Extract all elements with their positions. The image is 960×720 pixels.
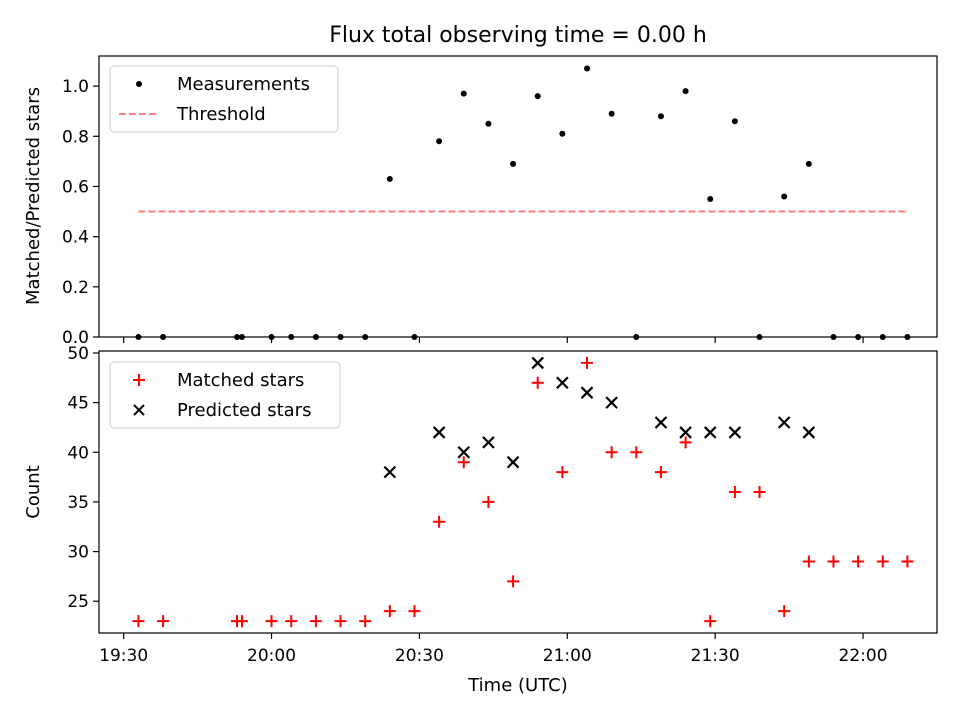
predicted-star-point bbox=[482, 436, 495, 449]
matched-star-point bbox=[778, 605, 791, 618]
top-y-tick-label: 0.0 bbox=[62, 328, 89, 348]
matched-star-point bbox=[235, 615, 248, 628]
matched-star-point bbox=[531, 376, 544, 389]
predicted-star-point bbox=[605, 396, 618, 409]
measurement-point bbox=[682, 88, 689, 95]
predicted-star-point bbox=[556, 376, 569, 390]
measurement-point bbox=[559, 130, 566, 137]
matched-star-point bbox=[334, 615, 347, 628]
top-plot-area: 0.0 0.2 0.4 0.6 0.8 1.0 bbox=[62, 55, 938, 348]
matched-star-point bbox=[876, 555, 889, 568]
predicted-star-point bbox=[580, 386, 594, 399]
bottom-legend-frame bbox=[109, 361, 341, 429]
measurement-point bbox=[657, 113, 664, 120]
bottom-y-tick-label: 35 bbox=[67, 493, 89, 513]
measurement-point bbox=[781, 193, 788, 200]
bottom-x-tick-label: 19:30 bbox=[99, 646, 148, 666]
bottom-x-axis-label: Time (UTC) bbox=[467, 675, 568, 696]
legend-matched-marker bbox=[133, 374, 145, 386]
bottom-x-tick-label: 21:00 bbox=[543, 646, 592, 666]
top-chart-title: Flux total observing time = 0.00 h bbox=[329, 23, 707, 48]
bottom-x-tick-label: 20:30 bbox=[395, 646, 444, 666]
bottom-y-axis-label: Count bbox=[23, 465, 44, 518]
predicted-star-point bbox=[679, 426, 692, 439]
measurement-point bbox=[608, 110, 615, 117]
predicted-star-point bbox=[531, 356, 544, 370]
matched-star-point bbox=[157, 615, 170, 628]
top-legend: Measurements Threshold bbox=[109, 65, 339, 133]
bottom-plot-area: 25 30 35 40 45 50 19:30 20:00 20:30 21:00 21:30 22:… bbox=[67, 344, 938, 666]
measurement-point bbox=[436, 138, 443, 145]
matched-star-point bbox=[457, 456, 470, 469]
matched-star-point bbox=[507, 575, 520, 588]
matched-star-point bbox=[827, 555, 840, 568]
matched-star-point bbox=[704, 615, 717, 628]
matched-star-point bbox=[265, 615, 278, 628]
measurement-point bbox=[460, 90, 467, 97]
measurement-point bbox=[485, 120, 492, 127]
measurement-point bbox=[805, 160, 812, 167]
predicted-star-point bbox=[703, 426, 717, 439]
matched-star-point bbox=[679, 436, 692, 449]
matched-star-point bbox=[605, 446, 618, 459]
matched-star-point bbox=[383, 605, 396, 618]
predicted-star-point bbox=[777, 416, 791, 429]
legend-measurements-marker bbox=[136, 81, 142, 87]
legend-matched-label: Matched stars bbox=[177, 370, 304, 391]
predicted-star-point bbox=[506, 455, 520, 469]
matched-star-point bbox=[728, 486, 741, 498]
bottom-x-tick-label: 22:00 bbox=[839, 646, 888, 666]
legend-predicted-label: Predicted stars bbox=[177, 400, 311, 421]
matched-star-point bbox=[482, 495, 495, 508]
matched-star-point bbox=[581, 356, 594, 369]
measurement-point bbox=[731, 118, 738, 125]
predicted-star-point bbox=[383, 465, 397, 479]
top-legend-frame bbox=[109, 65, 339, 133]
bottom-legend: Matched stars Predicted stars bbox=[109, 361, 341, 429]
measurement-point bbox=[386, 175, 393, 182]
predicted-star-point bbox=[432, 426, 446, 439]
matched-star-point bbox=[433, 515, 446, 528]
top-y-tick-label: 0.2 bbox=[62, 278, 89, 298]
predicted-star-point bbox=[654, 416, 668, 429]
predicted-star-point bbox=[728, 426, 742, 439]
predicted-star-point bbox=[457, 446, 471, 459]
matched-star-point bbox=[408, 605, 421, 618]
bottom-y-tick-label: 45 bbox=[67, 394, 89, 414]
measurement-point bbox=[510, 160, 517, 167]
top-y-tick-label: 0.8 bbox=[62, 127, 89, 147]
top-y-axis-label: Matched/Predicted stars bbox=[23, 87, 44, 305]
top-y-tick-label: 0.6 bbox=[62, 177, 89, 197]
legend-threshold-label: Threshold bbox=[176, 104, 266, 125]
top-y-tick-label: 0.4 bbox=[62, 228, 89, 248]
matched-star-point bbox=[753, 486, 766, 498]
top-y-tick-label: 1.0 bbox=[62, 77, 89, 97]
bottom-y-tick-label: 50 bbox=[67, 344, 89, 364]
matched-star-point bbox=[556, 466, 569, 479]
measurement-point bbox=[584, 65, 591, 72]
matched-star-point bbox=[132, 615, 145, 628]
matched-star-point bbox=[901, 555, 914, 568]
bottom-y-tick-label: 30 bbox=[67, 543, 89, 563]
matched-star-point bbox=[285, 615, 298, 628]
measurement-point bbox=[534, 93, 541, 100]
matched-star-point bbox=[802, 555, 815, 568]
matched-star-point bbox=[309, 615, 322, 628]
matched-star-point bbox=[654, 466, 667, 479]
matched-star-point bbox=[359, 615, 372, 628]
bottom-x-tick-label: 20:00 bbox=[247, 646, 296, 666]
bottom-axes-frame bbox=[98, 350, 938, 634]
matched-star-point bbox=[630, 446, 643, 459]
legend-measurements-label: Measurements bbox=[177, 74, 310, 95]
measurement-point bbox=[707, 196, 714, 203]
bottom-y-tick-label: 25 bbox=[67, 592, 89, 612]
matched-star-point bbox=[852, 555, 865, 568]
bottom-x-tick-label: 21:30 bbox=[691, 646, 740, 666]
legend-predicted-marker bbox=[133, 404, 145, 416]
predicted-star-point bbox=[802, 426, 816, 439]
bottom-y-tick-label: 40 bbox=[67, 443, 89, 463]
top-axes-frame bbox=[98, 55, 938, 338]
